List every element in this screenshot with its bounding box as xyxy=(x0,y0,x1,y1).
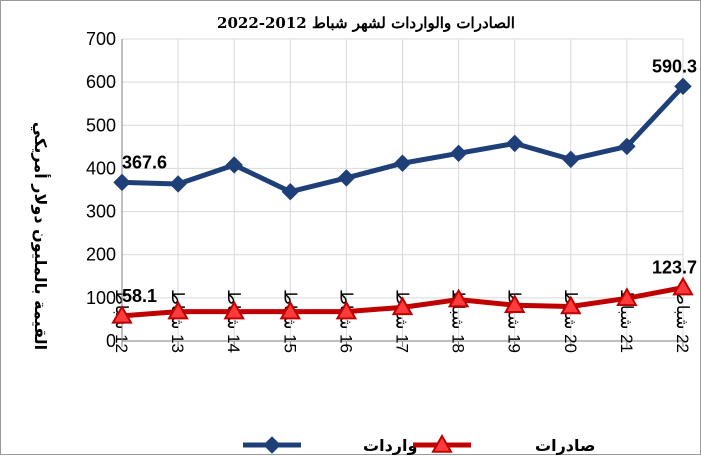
series-0-point xyxy=(281,183,300,201)
data-label: 367.6 xyxy=(122,152,167,172)
chart-title: الصادرات والواردات لشهر شباط 2012-2022 xyxy=(217,14,515,32)
series-0-point xyxy=(505,134,524,153)
y-tick-label: 400 xyxy=(86,158,116,178)
x-tick-label: 22 شباط xyxy=(673,289,692,353)
series xyxy=(111,77,694,324)
series-1-point xyxy=(616,287,638,307)
series-1-point xyxy=(672,276,694,296)
legend-marker-0 xyxy=(263,436,281,454)
y-tick-label: 500 xyxy=(86,115,116,135)
series-0-point xyxy=(618,137,636,156)
series-1-point xyxy=(447,288,470,308)
x-tick-label: 16 شباط xyxy=(336,289,355,353)
series-0-point xyxy=(113,173,131,192)
data-label: 58.1 xyxy=(122,286,157,306)
series-1-point xyxy=(223,300,245,320)
legend-marker-1 xyxy=(431,433,453,453)
legend-label-1: صادرات xyxy=(535,436,595,455)
data-labels: 367.6 590.3 58.1 123.7 xyxy=(122,56,697,306)
legend: واردات صادرات xyxy=(243,433,595,455)
x-tick-label: 15 شباط xyxy=(280,289,299,353)
y-tick-label: 200 xyxy=(86,245,116,265)
data-label: 590.3 xyxy=(652,56,697,76)
y-tick-label: 0 xyxy=(106,331,116,351)
series-0-point xyxy=(449,144,468,163)
y-tick-label: 300 xyxy=(86,202,116,222)
y-tick-label: 100 xyxy=(86,288,116,308)
series-1-point xyxy=(111,304,133,324)
series-1-point xyxy=(167,300,189,320)
series-0-point xyxy=(393,154,412,172)
series-1-point xyxy=(503,294,526,313)
series-0-point xyxy=(337,169,356,187)
data-label: 123.7 xyxy=(652,258,697,278)
y-axis-label: القيمة بالمليون دولار أمريكي xyxy=(30,122,51,350)
series-1-point xyxy=(391,296,414,316)
series-0-point xyxy=(225,156,243,174)
y-tick-label: 600 xyxy=(86,72,116,92)
series-0-point xyxy=(562,150,580,169)
series-0-point xyxy=(674,77,692,96)
series-1-point xyxy=(560,295,582,315)
series-1-point xyxy=(335,300,358,320)
y-tick-label: 700 xyxy=(86,29,116,49)
series-0-point xyxy=(169,175,187,193)
x-tick-label: 13 شباط xyxy=(168,289,187,353)
series-1-point xyxy=(279,300,302,320)
legend-label-0: واردات xyxy=(363,436,417,455)
x-tick-label: 14 شباط xyxy=(224,289,243,353)
